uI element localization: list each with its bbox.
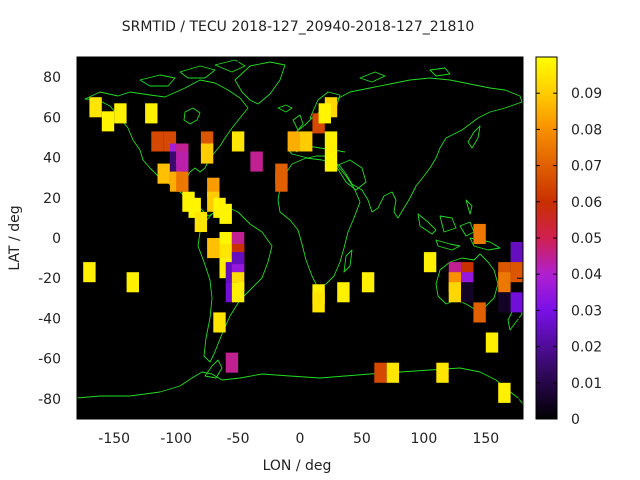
coastline-madagascar [343, 249, 353, 273]
data-cell [225, 352, 239, 373]
data-cell [250, 151, 263, 172]
x-tick-label: -50 [227, 431, 250, 447]
coastline-arctic-islands [139, 59, 246, 87]
data-cell [231, 282, 245, 303]
data-cell [200, 143, 214, 164]
colorbar-tick-label: 0.03 [571, 303, 602, 319]
data-cell [207, 238, 220, 259]
data-cell [510, 292, 523, 313]
y-tick-label: -80 [38, 392, 61, 408]
colorbar-ticks: 0 0.01 0.02 0.03 0.04 0.05 0.06 0.07 0.08 0.09 [536, 86, 602, 428]
data-cell [275, 171, 288, 192]
data-cell [126, 272, 139, 293]
x-axis: -150 -100 -50 0 50 100 150 [98, 57, 499, 447]
x-tick-label: -100 [160, 431, 192, 447]
colorbar-tick-label: 0.07 [571, 159, 602, 175]
y-tick-label: 0 [52, 231, 61, 247]
data-cell [194, 211, 208, 232]
y-tick-label: 80 [43, 70, 61, 86]
coastline-arabia [335, 159, 367, 191]
data-cell [89, 97, 102, 118]
y-tick-label: -60 [38, 352, 61, 368]
data-cell [176, 151, 189, 172]
data-cell [361, 272, 375, 293]
y-tick-label: 40 [43, 151, 61, 167]
data-cell [374, 362, 387, 383]
data-cell [213, 312, 226, 333]
data-cell [423, 252, 437, 273]
data-cell [176, 171, 189, 192]
data-cell [324, 131, 338, 152]
y-tick-label: 60 [43, 110, 61, 126]
data-cell [312, 292, 325, 313]
data-cell [157, 163, 170, 184]
data-cells [83, 97, 523, 403]
coastline-australia [435, 253, 499, 311]
data-cell [473, 302, 486, 323]
y-axis-label: LAT / deg [7, 205, 23, 270]
data-cell [436, 362, 449, 383]
data-cell [318, 103, 331, 124]
coastline-british-isles [292, 114, 304, 131]
coastline-greenland [234, 61, 286, 105]
data-cell [473, 223, 486, 244]
x-tick-label: 0 [296, 431, 305, 447]
colorbar-tick-label: 0.09 [571, 86, 602, 102]
data-cell [231, 131, 245, 152]
data-cell [101, 111, 115, 132]
data-cell [114, 103, 127, 124]
colorbar-tick-label: 0.04 [571, 267, 602, 283]
data-cell [498, 382, 511, 403]
y-tick-label: -20 [38, 271, 61, 287]
coastline-arctic-russia [359, 67, 451, 83]
coastline-antarctic-peninsula [204, 359, 223, 379]
y-tick-label: 20 [43, 191, 61, 207]
colorbar-tick-label: 0.01 [571, 376, 602, 392]
data-cell [337, 282, 350, 303]
coastlines [76, 59, 524, 405]
data-cell [300, 131, 313, 152]
colorbar-tick-label: 0.08 [571, 122, 602, 138]
data-cell [151, 131, 164, 152]
data-cell [83, 262, 96, 283]
coastline-japan [467, 125, 481, 149]
colorbar-tick-label: 0.05 [571, 231, 602, 247]
coastline-eurasia [287, 77, 523, 219]
data-cell [498, 292, 511, 313]
data-cell [448, 282, 462, 303]
y-tick-label: -40 [38, 311, 61, 327]
data-cell [287, 131, 300, 152]
data-cell [510, 242, 523, 263]
y-axis: -80 -60 -40 -20 0 20 40 60 80 [38, 70, 523, 408]
data-cell [145, 103, 158, 124]
data-cell [461, 282, 474, 303]
x-tick-label: 50 [353, 431, 371, 447]
data-cell [219, 203, 232, 224]
data-cell [510, 262, 523, 283]
colorbar-tick-label: 0.02 [571, 340, 602, 356]
data-cell [498, 272, 511, 293]
x-tick-label: 100 [411, 431, 438, 447]
chart-title: SRMTID / TECU 2018-127_20940-2018-127_21… [122, 19, 475, 35]
coastline-south-america [197, 205, 273, 363]
x-tick-label: -150 [98, 431, 130, 447]
x-tick-label: 150 [472, 431, 499, 447]
coastline-iceland [277, 104, 293, 113]
data-cell [324, 151, 338, 172]
coastline-hudson-bay [183, 107, 201, 125]
data-cell [386, 362, 400, 383]
colorbar-tick-label: 0.06 [571, 195, 602, 211]
x-axis-label: LON / deg [263, 458, 332, 474]
colorbar-tick-label: 0 [571, 412, 580, 428]
data-cell [485, 332, 499, 353]
coastline-antarctica [76, 367, 524, 405]
